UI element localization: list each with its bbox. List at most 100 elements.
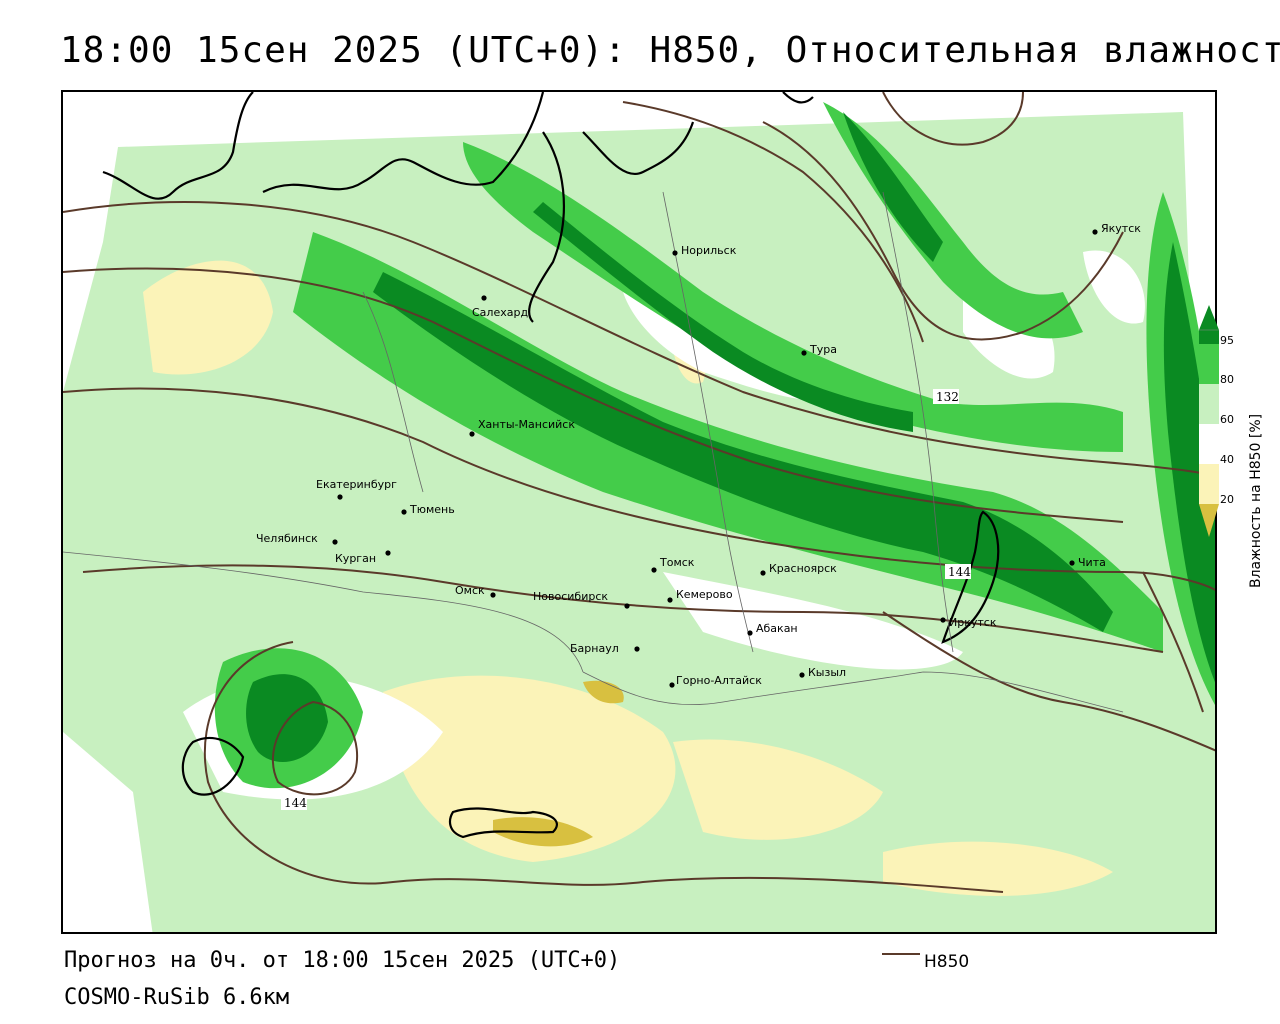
coastline — [582, 121, 695, 175]
svg-text:Ханты-Мансийск: Ханты-Мансийск — [478, 418, 575, 431]
city-novosibirsk: Новосибирск — [533, 590, 630, 609]
city-tomsk: Томск — [651, 556, 695, 573]
contour-line — [1142, 571, 1204, 713]
svg-text:Салехард: Салехард — [472, 306, 528, 319]
contour-line — [622, 101, 924, 343]
h850-contours — [63, 92, 1215, 893]
city-gorno-altaysk: Горно-Алтайск — [669, 674, 762, 688]
contour-label-144-east: 144 — [945, 564, 971, 579]
city-khanty-mansiysk: Ханты-Мансийск — [469, 418, 575, 437]
dry-patch-west — [143, 260, 273, 375]
svg-text:Кемерово: Кемерово — [676, 588, 733, 601]
contour-line — [63, 201, 1215, 477]
wet-band-north — [463, 142, 1123, 452]
colorbar-very-wet — [1199, 330, 1219, 344]
colorbar-tick: 20 — [1220, 493, 1234, 506]
colorbar-wet — [1199, 344, 1219, 384]
very-wet-cell-west — [246, 674, 328, 762]
svg-text:Новосибирск: Новосибирск — [533, 590, 608, 603]
very-wet-main — [373, 272, 1113, 632]
city-yakutsk: Якутск — [1092, 222, 1141, 235]
border-line — [63, 551, 584, 673]
svg-text:Норильск: Норильск — [681, 244, 737, 257]
contour-line — [272, 700, 359, 796]
humidity-map: Якутск Норильск Салехард Тура Ханты-Манс… — [63, 92, 1215, 932]
city-kyzyl: Кызыл — [799, 666, 846, 679]
city-kemerovo: Кемерово — [667, 588, 733, 603]
svg-text:Абакан: Абакан — [756, 622, 798, 635]
city-irkutsk: Иркутск — [940, 616, 997, 629]
contour-line — [63, 387, 1215, 591]
admin-borders — [63, 191, 1124, 713]
city-chita: Чита — [1069, 556, 1106, 569]
contour-legend-label: H850 — [924, 952, 970, 972]
lake-balkhash — [448, 807, 558, 839]
colorbar-title: Влажность на H850 [%] — [1248, 413, 1264, 588]
city-krasnoyarsk: Красноярск — [760, 562, 837, 576]
city-norilsk: Норильск — [672, 244, 737, 257]
city-barnaul: Барнаул — [570, 642, 640, 655]
city-chelyabinsk: Челябинск — [256, 532, 338, 545]
very-wet-upper — [843, 112, 943, 262]
map-title: 18:00 15сен 2025 (UTC+0): H850, Относите… — [60, 30, 1280, 71]
contour-line — [63, 267, 1124, 523]
coastline — [262, 92, 545, 193]
colorbar-bottom-arrow — [1199, 504, 1219, 537]
city-tura: Тура — [801, 343, 837, 356]
border-line — [582, 671, 1124, 713]
contour-label-132: 132 — [933, 389, 959, 404]
city-markers: Якутск Норильск Салехард Тура Ханты-Манс… — [256, 222, 1141, 688]
dry-patch-south2 — [673, 739, 883, 840]
svg-text:Челябинск: Челябинск — [256, 532, 318, 545]
humidity-fields — [63, 102, 1215, 932]
colorbar-dry — [1199, 464, 1219, 504]
svg-text:Кызыл: Кызыл — [808, 666, 846, 679]
city-kurgan: Курган — [335, 550, 391, 565]
very-wet-east — [1163, 242, 1215, 683]
forecast-info: Прогноз на 0ч. от 18:00 15сен 2025 (UTC+… — [64, 948, 621, 973]
svg-text:Горно-Алтайск: Горно-Алтайск — [676, 674, 762, 687]
very-wet-north — [533, 202, 913, 432]
border-line — [882, 191, 954, 653]
city-ekaterinburg: Екатеринбург — [316, 478, 397, 500]
city-omsk: Омск — [455, 584, 496, 598]
svg-text:Красноярск: Красноярск — [769, 562, 837, 575]
map-area[interactable]: Якутск Норильск Салехард Тура Ханты-Манс… — [61, 90, 1217, 934]
colorbar-tick: 95 — [1220, 334, 1234, 347]
dry-patch-south — [383, 675, 676, 862]
humidity-colorbar — [1199, 305, 1219, 537]
aral-sea — [181, 736, 245, 796]
colorbar-top-arrow — [1199, 305, 1219, 330]
colorbar-tick: 60 — [1220, 413, 1234, 426]
contour-value-labels: 132 144 144 — [281, 389, 971, 810]
svg-text:144: 144 — [284, 796, 307, 810]
svg-text:Курган: Курган — [335, 552, 376, 565]
svg-text:Якутск: Якутск — [1101, 222, 1141, 235]
city-abakan: Абакан — [747, 622, 798, 636]
coastline — [528, 131, 565, 323]
svg-text:144: 144 — [948, 565, 971, 579]
border-line — [362, 291, 424, 493]
colorbar-moist — [1199, 384, 1219, 424]
svg-text:132: 132 — [936, 390, 959, 404]
coastline — [782, 92, 814, 104]
contour-label-144-west: 144 — [281, 795, 307, 810]
colorbar-tick: 40 — [1220, 453, 1234, 466]
svg-text:Чита: Чита — [1078, 556, 1106, 569]
coastline — [102, 92, 254, 200]
clear-zone-4 — [663, 572, 963, 670]
contour-line — [762, 121, 1124, 341]
coastlines — [102, 92, 1000, 839]
colorbar-mid — [1199, 424, 1219, 464]
contour-line — [203, 641, 1004, 893]
svg-text:Омск: Омск — [455, 584, 485, 597]
clear-zone-5 — [1083, 250, 1145, 324]
colorbar-tick: 80 — [1220, 373, 1234, 386]
svg-text:Барнаул: Барнаул — [570, 642, 619, 655]
contour-line — [882, 92, 1024, 146]
contour-line — [82, 564, 1164, 653]
svg-text:Томск: Томск — [659, 556, 695, 569]
svg-text:Тура: Тура — [809, 343, 837, 356]
svg-text:Тюмень: Тюмень — [409, 503, 455, 516]
model-name: COSMO-RuSib 6.6км — [64, 985, 290, 1010]
